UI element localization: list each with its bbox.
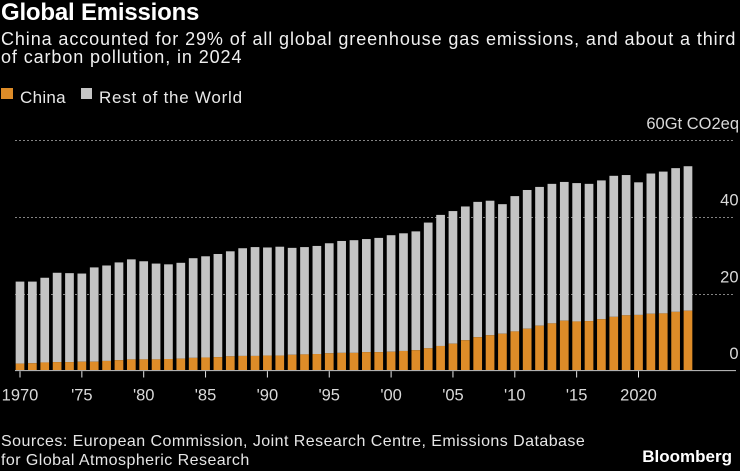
svg-text:'90: '90 xyxy=(257,387,279,405)
svg-text:'15: '15 xyxy=(566,387,588,405)
svg-text:2020: 2020 xyxy=(620,387,657,405)
svg-text:20: 20 xyxy=(720,268,738,286)
svg-text:40: 40 xyxy=(720,192,738,210)
svg-text:'00: '00 xyxy=(380,387,402,405)
svg-text:'85: '85 xyxy=(195,387,217,405)
svg-text:0: 0 xyxy=(729,345,738,363)
svg-text:'80: '80 xyxy=(133,387,155,405)
svg-text:'05: '05 xyxy=(442,387,464,405)
svg-text:'10: '10 xyxy=(504,387,526,405)
svg-text:'75: '75 xyxy=(71,387,93,405)
svg-text:60Gt CO2eq: 60Gt CO2eq xyxy=(646,115,739,133)
svg-text:1970: 1970 xyxy=(2,387,39,405)
svg-text:'95: '95 xyxy=(318,387,340,405)
